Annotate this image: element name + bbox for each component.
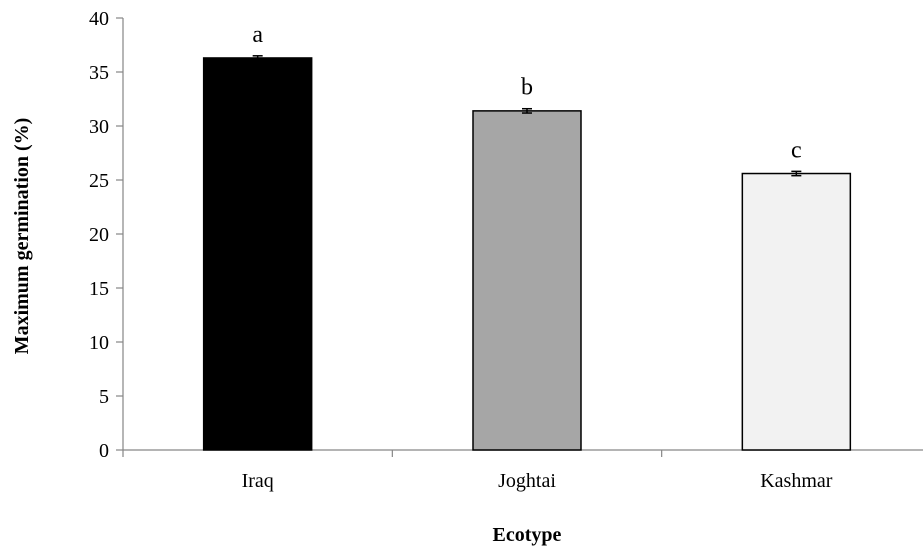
y-tick-label: 20 xyxy=(89,224,109,246)
x-tick-label: Joghtai xyxy=(498,470,556,492)
y-axis-title: Maximum germination (%) xyxy=(11,118,33,355)
significance-letter: b xyxy=(521,75,533,101)
bars xyxy=(202,57,852,451)
y-axis: 0 5 10 15 20 25 30 35 40 xyxy=(89,8,124,462)
y-tick-label: 40 xyxy=(89,8,109,30)
significance-letters: a b c xyxy=(252,22,801,164)
y-tick-label: 5 xyxy=(99,386,109,408)
y-tick-label: 10 xyxy=(89,332,109,354)
error-bars xyxy=(252,55,802,177)
bar-joghtai xyxy=(472,110,582,451)
significance-letter: c xyxy=(791,137,802,163)
y-tick-label: 25 xyxy=(89,170,109,192)
y-tick-label: 0 xyxy=(99,440,109,462)
x-axis-title: Ecotype xyxy=(493,524,562,546)
bar-iraq xyxy=(202,57,313,451)
x-tick-label: Iraq xyxy=(242,470,274,492)
y-tick-label: 30 xyxy=(89,116,109,138)
x-tick-label: Kashmar xyxy=(760,470,833,492)
y-tick-label: 15 xyxy=(89,278,109,300)
significance-letter: a xyxy=(252,22,263,48)
x-axis: Iraq Joghtai Kashmar xyxy=(122,449,923,492)
y-tick-label: 35 xyxy=(89,62,109,84)
bar-kashmar xyxy=(741,172,852,451)
